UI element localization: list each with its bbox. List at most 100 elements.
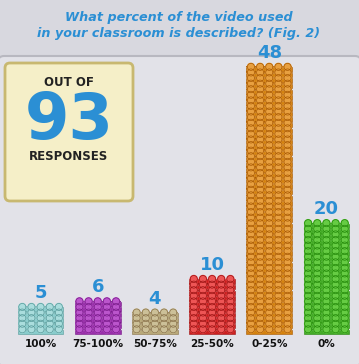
Circle shape xyxy=(85,314,92,322)
Circle shape xyxy=(247,264,255,272)
Circle shape xyxy=(247,80,255,87)
Text: RESPONSES: RESPONSES xyxy=(29,150,109,163)
Bar xyxy=(246,280,292,284)
Circle shape xyxy=(275,292,282,299)
Bar xyxy=(246,267,292,268)
Circle shape xyxy=(341,276,348,282)
Bar xyxy=(304,290,349,295)
Circle shape xyxy=(28,320,35,327)
Circle shape xyxy=(257,142,264,149)
Circle shape xyxy=(257,169,264,177)
Circle shape xyxy=(314,298,321,305)
Circle shape xyxy=(112,320,120,327)
Bar xyxy=(189,280,235,284)
Bar xyxy=(246,84,292,88)
Circle shape xyxy=(275,231,282,238)
Circle shape xyxy=(257,69,264,76)
Circle shape xyxy=(247,192,255,199)
Bar xyxy=(246,167,292,168)
Bar xyxy=(189,313,235,317)
Circle shape xyxy=(266,270,273,277)
Circle shape xyxy=(218,314,225,322)
Bar xyxy=(304,318,349,323)
Circle shape xyxy=(46,304,53,310)
Bar xyxy=(246,268,292,273)
Bar xyxy=(246,67,292,72)
Circle shape xyxy=(266,192,273,199)
Circle shape xyxy=(275,320,282,327)
Circle shape xyxy=(266,248,273,255)
Circle shape xyxy=(284,203,291,210)
Bar xyxy=(18,307,64,312)
Circle shape xyxy=(323,259,330,266)
Circle shape xyxy=(284,242,291,249)
Circle shape xyxy=(257,264,264,272)
Circle shape xyxy=(247,270,255,277)
Bar xyxy=(189,302,235,306)
Circle shape xyxy=(190,314,197,322)
Circle shape xyxy=(133,320,140,327)
Circle shape xyxy=(247,248,255,255)
Bar xyxy=(246,206,292,207)
Circle shape xyxy=(247,158,255,165)
Circle shape xyxy=(332,298,339,305)
Circle shape xyxy=(85,304,92,310)
Circle shape xyxy=(257,86,264,93)
Circle shape xyxy=(284,75,291,82)
Circle shape xyxy=(142,309,149,316)
Bar xyxy=(75,302,121,306)
Circle shape xyxy=(94,309,101,316)
Bar xyxy=(246,111,292,112)
Bar xyxy=(304,234,349,235)
Circle shape xyxy=(170,309,177,316)
Circle shape xyxy=(284,125,291,132)
Bar xyxy=(18,330,64,334)
Circle shape xyxy=(275,219,282,227)
Circle shape xyxy=(85,309,92,316)
Bar xyxy=(246,128,292,133)
Bar xyxy=(246,185,292,189)
Circle shape xyxy=(247,142,255,149)
Bar xyxy=(189,307,235,312)
Circle shape xyxy=(341,219,348,227)
Circle shape xyxy=(284,147,291,154)
Bar xyxy=(304,263,349,267)
Bar xyxy=(304,330,349,334)
Circle shape xyxy=(227,292,234,299)
Circle shape xyxy=(257,119,264,126)
Circle shape xyxy=(304,225,312,232)
Circle shape xyxy=(275,153,282,160)
Circle shape xyxy=(257,102,264,110)
Circle shape xyxy=(332,270,339,277)
Circle shape xyxy=(304,292,312,299)
Circle shape xyxy=(199,276,206,282)
Circle shape xyxy=(275,130,282,137)
Circle shape xyxy=(247,197,255,205)
Circle shape xyxy=(247,164,255,171)
Circle shape xyxy=(257,97,264,104)
Circle shape xyxy=(257,237,264,244)
Circle shape xyxy=(275,175,282,182)
Circle shape xyxy=(257,153,264,160)
Circle shape xyxy=(332,259,339,266)
Circle shape xyxy=(247,69,255,76)
Bar xyxy=(304,278,349,280)
Circle shape xyxy=(133,326,140,333)
Circle shape xyxy=(275,259,282,266)
Circle shape xyxy=(314,270,321,277)
Circle shape xyxy=(341,242,348,249)
Bar xyxy=(18,312,64,313)
Circle shape xyxy=(304,231,312,238)
Circle shape xyxy=(247,219,255,227)
Bar xyxy=(246,100,292,101)
Circle shape xyxy=(304,326,312,333)
Circle shape xyxy=(257,248,264,255)
Bar xyxy=(18,317,64,318)
Circle shape xyxy=(275,91,282,98)
Circle shape xyxy=(37,304,44,310)
Circle shape xyxy=(266,75,273,82)
Circle shape xyxy=(55,320,62,327)
Circle shape xyxy=(247,130,255,137)
Circle shape xyxy=(257,203,264,210)
Circle shape xyxy=(284,181,291,188)
